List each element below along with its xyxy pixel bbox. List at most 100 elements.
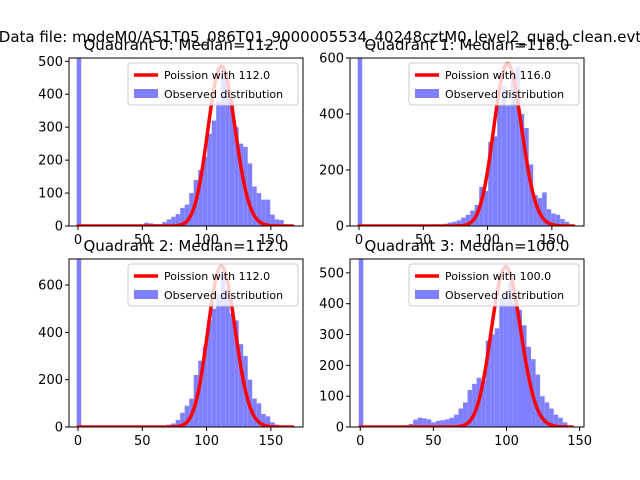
y-tick-label: 400: [38, 326, 63, 341]
histogram-bar: [521, 325, 527, 427]
histogram-bar: [279, 220, 284, 226]
x-tick-label: 50: [134, 434, 151, 449]
histogram-bar: [546, 209, 552, 226]
histogram-bar: [76, 58, 82, 226]
histogram-bar: [357, 58, 363, 226]
histogram-bar: [220, 270, 226, 427]
histogram-bar: [261, 199, 266, 226]
legend-label-poisson: Poission with 112.0: [164, 69, 270, 82]
poisson-curve: [76, 64, 295, 226]
histogram-bar: [453, 414, 459, 427]
y-tick-label: 400: [319, 108, 344, 123]
histogram-bar: [270, 422, 275, 427]
y-tick-label: 300: [38, 121, 63, 136]
histogram-bar: [256, 403, 262, 427]
legend-label-observed: Observed distribution: [164, 88, 283, 101]
axes-frame: [349, 258, 585, 428]
y-tick-label: 500: [319, 266, 344, 281]
axes-frame: [68, 258, 304, 428]
x-tick-label: 100: [475, 233, 500, 248]
histogram-bar: [542, 192, 547, 226]
histogram-bar: [207, 320, 212, 427]
histogram-bar: [517, 309, 522, 427]
histogram-bar: [184, 204, 190, 226]
histogram-bar: [494, 328, 500, 427]
quadrant-1-panel: 0 50 100 150 0 200 400 600 Quadrant 1: Median=11…: [319, 36, 585, 248]
x-tick-label: 0: [356, 434, 364, 449]
axes-frame: [68, 57, 304, 227]
histogram-bar: [229, 313, 235, 427]
histogram-bar: [458, 408, 464, 427]
histogram-bar: [528, 164, 534, 226]
figure-suptitle: Data file: modeM0/AS1T05_086T01_90000055…: [0, 28, 640, 47]
y-tick-label: 0: [55, 220, 63, 235]
legend-box: [408, 62, 580, 106]
histogram-bar: [211, 120, 217, 226]
histogram-bar: [485, 340, 491, 427]
axes-frame: [349, 57, 585, 227]
x-tick-label: 100: [494, 434, 519, 449]
panel-title: Quadrant 0: Median=112.0: [84, 36, 289, 54]
x-tick-label: 150: [258, 233, 283, 248]
histogram-bar: [417, 417, 423, 427]
histogram-bar: [553, 414, 559, 427]
legend-patch-observed: [415, 89, 439, 98]
histogram-bar: [274, 219, 280, 226]
histogram-bar: [252, 186, 257, 226]
histogram-bar: [490, 334, 495, 427]
histogram-bar: [461, 217, 466, 226]
quadrant-0-plot-area: [76, 58, 295, 226]
histogram-bar: [184, 405, 190, 427]
histogram-bar: [225, 81, 230, 226]
histogram-bar: [503, 294, 509, 427]
histogram-bar: [508, 282, 513, 427]
quadrant-0-panel: 0 50 100 150 0 100 200 300 400 500 Quadrant 0: Med…: [38, 36, 304, 248]
histogram-bar: [202, 156, 208, 226]
quadrant-1-plot-area: [357, 58, 576, 226]
histogram-bar: [202, 346, 208, 427]
quadrant-2-plot-area: [76, 259, 295, 427]
quadrant-2-panel: 0 50 100 150 0 200 400 600 Quadrant 2: Median=11…: [38, 237, 304, 449]
x-tick-label: 150: [258, 434, 283, 449]
histogram-bar: [175, 419, 181, 427]
y-tick-label: 0: [336, 421, 344, 436]
poisson-curve: [357, 61, 576, 226]
histogram-bar: [510, 80, 516, 226]
legend-patch-observed: [134, 290, 158, 299]
histogram-bar: [524, 128, 529, 226]
quadrant-3-panel: 0 50 100 150 0 100 200 300 400 500 Quadrant 3: Med…: [319, 237, 592, 449]
histogram-bar: [444, 419, 450, 427]
histogram-bar: [198, 360, 203, 427]
histogram-bar: [413, 419, 418, 427]
histogram-bar: [162, 222, 167, 226]
histogram-bar: [492, 136, 498, 226]
legend: Poission with 116.0 Observed distribution: [408, 62, 580, 106]
histogram-bar: [456, 220, 462, 226]
histogram-bar: [265, 199, 271, 226]
x-tick-label: 50: [415, 233, 432, 248]
x-tick-label: 100: [194, 434, 219, 449]
histogram-bar: [544, 402, 550, 427]
legend: Poission with 100.0 Observed distribution: [408, 263, 580, 307]
histogram-bar: [535, 374, 541, 427]
panel-title: Quadrant 3: Median=100.0: [365, 237, 570, 255]
histogram-bar: [234, 127, 239, 226]
histogram-bar: [238, 344, 244, 427]
y-tick-label: 200: [319, 359, 344, 374]
x-tick-label: 0: [355, 233, 363, 248]
histogram-bar: [562, 422, 568, 427]
x-tick-label: 100: [194, 233, 219, 248]
x-tick-label: 0: [74, 233, 82, 248]
legend-box: [127, 62, 299, 106]
legend-label-observed: Observed distribution: [445, 289, 564, 302]
histogram-bar: [506, 105, 511, 226]
histogram-bar: [220, 74, 226, 226]
x-tick-label: 50: [134, 233, 151, 248]
y-tick-label: 400: [38, 88, 63, 103]
histogram-bar: [431, 422, 436, 427]
x-tick-label: 0: [74, 434, 82, 449]
legend-label-observed: Observed distribution: [445, 88, 564, 101]
y-tick-label: 0: [55, 421, 63, 436]
legend-label-poisson: Poission with 100.0: [445, 270, 551, 283]
